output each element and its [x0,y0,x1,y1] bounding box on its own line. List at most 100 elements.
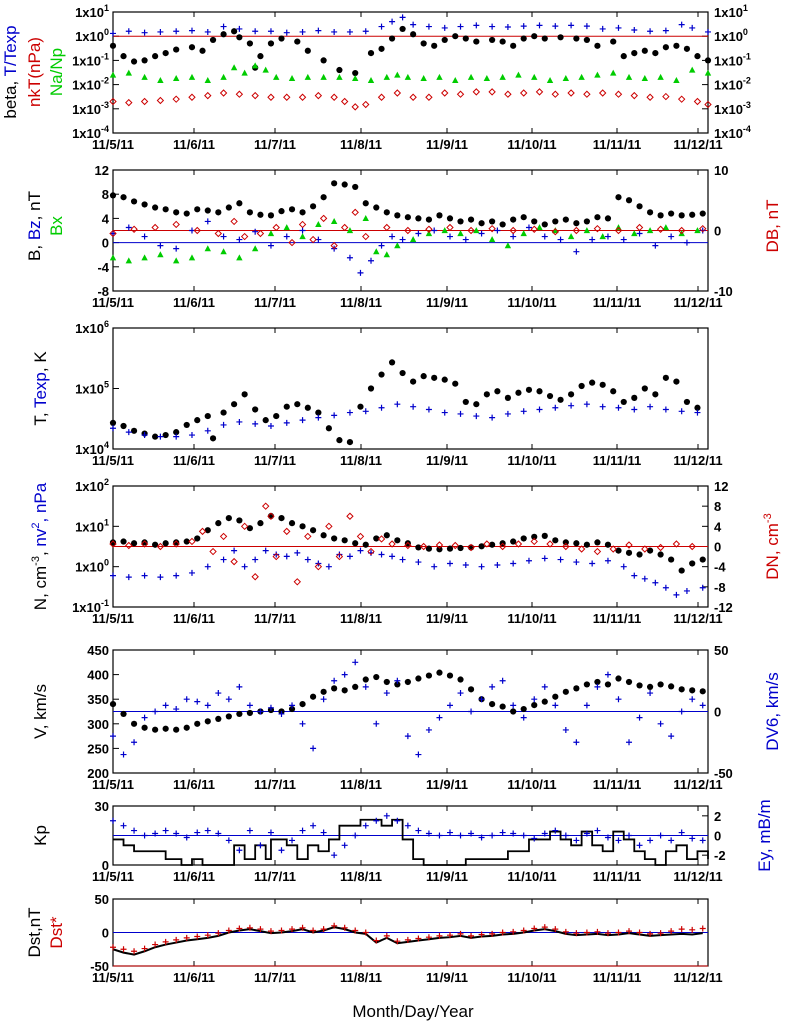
y2-tick-label: -4 [714,560,726,575]
x-tick-label: 11/11/11 [593,970,641,985]
data-point-T-1 [520,408,527,415]
data-point-Kp-1 [678,829,685,836]
data-point-B-0 [183,210,190,217]
data-point-beta-3 [646,93,654,101]
data-point-beta-3 [330,93,338,101]
data-point-T-0 [525,386,533,393]
data-point-B-0 [510,216,517,223]
data-point-T-0 [252,406,259,413]
data-point-beta-0 [209,36,217,44]
data-point-B-1 [299,227,306,234]
data-point-N-0 [415,544,422,551]
data-point-B-2 [536,224,543,231]
data-point-B-0 [583,218,590,225]
data-point-Kp-1 [267,829,274,836]
data-point-N-1 [557,556,564,563]
data-point-beta-1 [331,28,338,35]
data-point-B-3 [330,241,338,250]
data-point-B-2 [583,227,591,234]
data-point-N-1 [573,559,580,566]
data-point-N-0 [573,540,580,547]
data-point-beta-2 [109,71,117,78]
data-point-Dst-1 [583,929,590,936]
data-point-beta-1 [188,27,195,34]
data-point-T-1 [346,409,353,416]
data-point-Kp-1 [331,852,338,859]
data-point-B-0 [299,209,306,216]
y2-tick-label: 1x10-4 [714,124,751,141]
data-point-Dst-1 [668,928,675,935]
y2-tick-label: 0 [714,829,721,844]
data-point-N-1 [389,553,396,560]
data-point-B-2 [457,230,464,237]
data-point-N-0 [236,517,243,524]
data-point-V-1 [541,683,548,690]
data-point-B-1 [267,242,274,249]
data-point-B-3 [383,223,391,232]
data-point-N-0 [436,546,443,553]
data-point-B-1 [620,236,627,243]
data-point-N-0 [552,537,559,544]
x-tick-label: 11/5/11 [92,869,134,884]
data-point-V-0 [383,678,390,686]
data-point-T-0 [241,391,248,398]
data-point-beta-2 [273,73,280,80]
data-point-Kp-1 [110,817,116,824]
data-point-N-2 [562,542,570,551]
data-point-beta-0 [631,50,638,57]
data-point-beta-1 [157,28,164,35]
data-point-Dst-1 [478,931,485,938]
data-point-beta-3 [283,93,291,101]
y-tick-label: 1x10-4 [72,124,109,141]
data-point-T-0 [304,404,311,411]
data-point-Dst-1 [457,930,464,937]
data-point-Kp-1 [173,830,180,837]
data-point-N-2 [325,522,333,531]
data-point-V-1 [289,702,296,709]
data-point-beta-1 [489,23,496,30]
data-point-B-2 [125,257,132,264]
data-point-beta-3 [109,97,117,106]
data-point-Dst-1 [657,930,664,937]
data-point-B-0 [562,216,569,223]
data-point-B-1 [589,236,596,243]
data-point-V-1 [668,733,675,740]
data-point-V-0 [204,718,211,725]
x-tick-label: 11/9/11 [426,970,468,985]
data-point-N-2 [467,543,475,552]
data-point-B-0 [594,214,601,221]
data-point-N-0 [246,525,254,532]
y-tick-label: 1x10-1 [72,598,109,615]
data-point-T-0 [589,379,596,386]
data-point-B-0 [267,212,275,219]
data-point-beta-1 [299,28,306,35]
data-point-V-0 [415,675,422,682]
x-tick-label: 11/7/11 [254,137,296,152]
data-point-T-0 [273,412,280,420]
data-point-T-0 [378,371,385,378]
data-point-Kp-1 [604,834,611,841]
data-point-N-2 [641,545,649,553]
data-point-N-1 [525,557,532,564]
y-axis-label-Bx: Bx [47,216,66,236]
data-point-Dst-1 [436,932,443,939]
data-point-B-0 [489,218,496,225]
data-point-T-1 [220,421,227,428]
data-point-B-3 [256,229,265,238]
data-point-beta-3 [409,93,417,101]
data-point-T-0 [231,401,238,408]
data-point-B-0 [383,209,390,216]
data-point-Dst-1 [510,928,517,935]
data-point-Dst-1 [531,925,538,932]
data-point-beta-2 [641,75,649,82]
x-tick-label: 11/8/11 [340,453,382,468]
data-point-N-0 [604,541,612,548]
data-point-T-1 [568,402,575,409]
data-point-B-2 [520,230,527,237]
data-point-beta-3 [472,88,481,96]
data-point-B-1 [652,242,659,249]
data-point-N-0 [394,537,401,544]
data-point-beta-0 [367,50,375,57]
data-point-T-0 [473,401,480,408]
data-point-N-2 [451,541,459,550]
